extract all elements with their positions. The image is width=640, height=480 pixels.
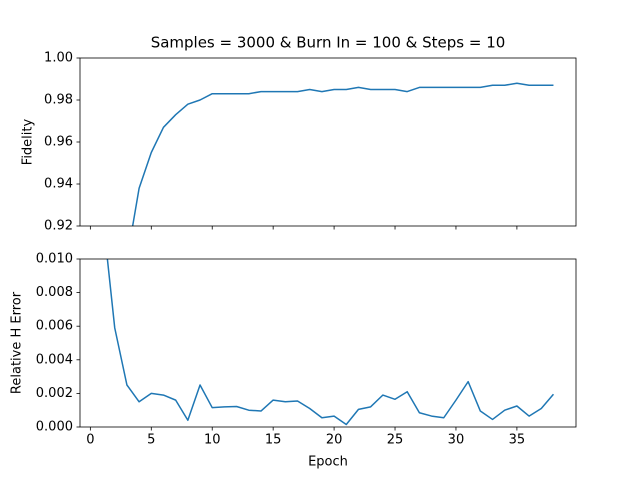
y-tick-label: 0.008 xyxy=(36,285,73,300)
plot-area xyxy=(131,82,554,226)
x-tick-label: 20 xyxy=(326,433,343,448)
x-tick-label: 35 xyxy=(509,433,526,448)
data-line xyxy=(131,82,554,226)
plot-area xyxy=(106,259,555,426)
y-tick-label: 0.94 xyxy=(44,177,73,192)
axes-frame xyxy=(79,258,577,428)
data-line xyxy=(106,259,555,426)
y-tick-label: 0.006 xyxy=(36,319,73,334)
x-axis-label: Epoch xyxy=(308,455,348,470)
y-tick-label: 0.92 xyxy=(44,219,73,234)
y-tick-label: 0.98 xyxy=(44,93,73,108)
x-tick-label: 10 xyxy=(204,433,221,448)
x-tick-label: 5 xyxy=(147,433,155,448)
y-tick-label: 0.000 xyxy=(36,420,73,435)
x-tick-label: 0 xyxy=(86,433,94,448)
y-tick-label: 0.004 xyxy=(36,352,73,367)
y-axis-label: Relative H Error xyxy=(10,291,25,394)
y-tick-label: 0.002 xyxy=(36,386,73,401)
y-tick-label: 0.010 xyxy=(36,252,73,267)
y-tick-label: 1.00 xyxy=(44,51,73,66)
y-tick-label: 0.96 xyxy=(44,135,73,150)
x-tick-label: 25 xyxy=(387,433,404,448)
x-tick-label: 30 xyxy=(448,433,465,448)
x-tick-label: 15 xyxy=(265,433,282,448)
chart-title: Samples = 3000 & Burn In = 100 & Steps =… xyxy=(151,34,506,52)
y-axis-label: Fidelity xyxy=(21,118,36,165)
